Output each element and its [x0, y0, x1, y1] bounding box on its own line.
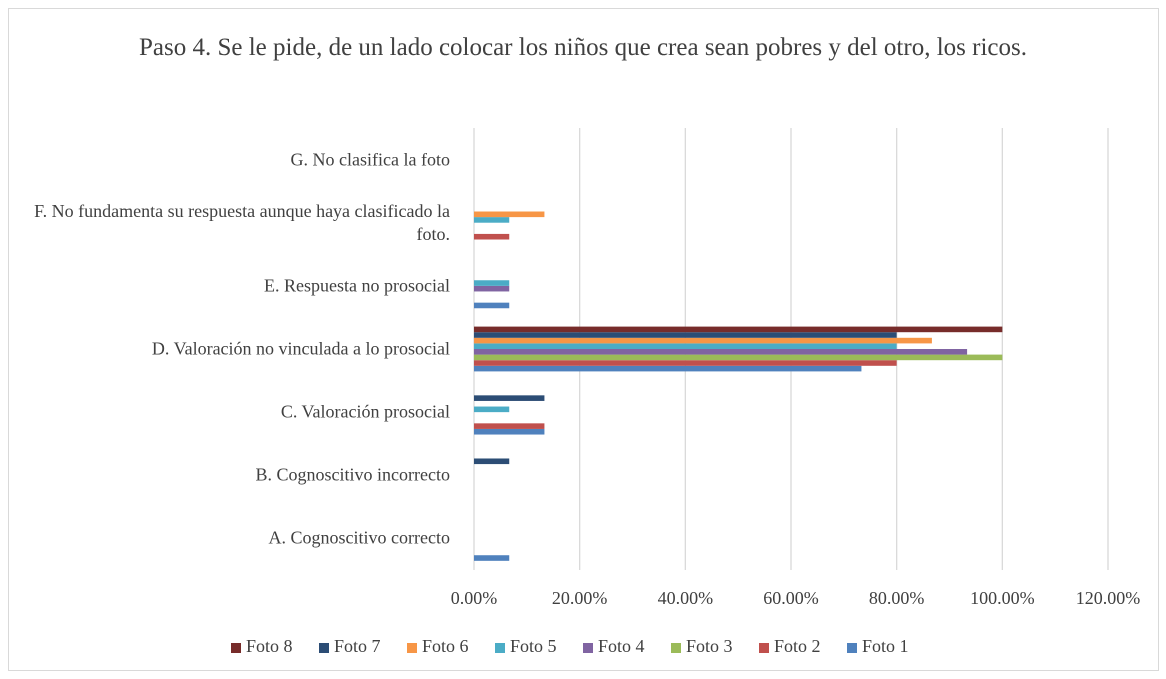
legend-swatch [847, 643, 857, 653]
bar [474, 343, 897, 349]
bar [474, 395, 545, 401]
legend-label: Foto 7 [334, 636, 381, 656]
legend-label: Foto 5 [510, 636, 557, 656]
bar [474, 349, 968, 355]
bar [474, 217, 510, 223]
y-tick-label: A. Cognoscitivo correcto [268, 527, 450, 548]
legend-swatch [583, 643, 593, 653]
y-tick-label: D. Valoración no vinculada a lo prosocia… [151, 338, 450, 359]
legend-swatch [759, 643, 769, 653]
legend-swatch [671, 643, 681, 653]
x-tick-label: 100.00% [970, 588, 1035, 608]
x-tick-label: 20.00% [552, 588, 608, 608]
legend-swatch [319, 643, 329, 653]
legend-swatch [407, 643, 417, 653]
chart-title: Paso 4. Se le pide, de un lado colocar l… [139, 34, 1027, 61]
legend-label: Foto 2 [774, 636, 821, 656]
bar [474, 326, 1003, 333]
bar [474, 280, 510, 286]
bar [474, 365, 862, 372]
legend-swatch [495, 643, 505, 653]
x-tick-label: 120.00% [1076, 588, 1141, 608]
y-tick-label: F. No fundamenta su respuesta aunque hay… [34, 200, 450, 244]
bar [474, 458, 510, 465]
x-tick-label: 80.00% [869, 588, 925, 608]
y-tick-label: C. Valoración prosocial [280, 401, 450, 422]
bar [474, 406, 510, 413]
bar [474, 337, 932, 344]
bar [474, 428, 545, 435]
bar [474, 285, 510, 292]
y-tick-label: E. Respuesta no prosocial [264, 275, 450, 296]
legend-label: Foto 3 [686, 636, 733, 656]
legend-label: Foto 4 [598, 636, 645, 656]
y-tick-label: G. No clasifica la foto [290, 149, 450, 170]
legend-label: Foto 6 [422, 636, 469, 656]
x-tick-label: 40.00% [658, 588, 714, 608]
bar [474, 211, 545, 218]
x-tick-label: 0.00% [451, 588, 498, 608]
y-tick-label: B. Cognoscitivo incorrecto [255, 464, 450, 485]
bar [474, 233, 510, 240]
legend-swatch [231, 643, 241, 653]
bar [474, 354, 1003, 361]
bar [474, 555, 510, 561]
bar [474, 302, 510, 309]
x-tick-label: 60.00% [763, 588, 819, 608]
legend-label: Foto 1 [862, 636, 909, 656]
bar [474, 423, 545, 429]
bar [474, 332, 897, 338]
legend-label: Foto 8 [246, 636, 293, 656]
chart-border [8, 8, 1159, 671]
bar [474, 360, 897, 366]
